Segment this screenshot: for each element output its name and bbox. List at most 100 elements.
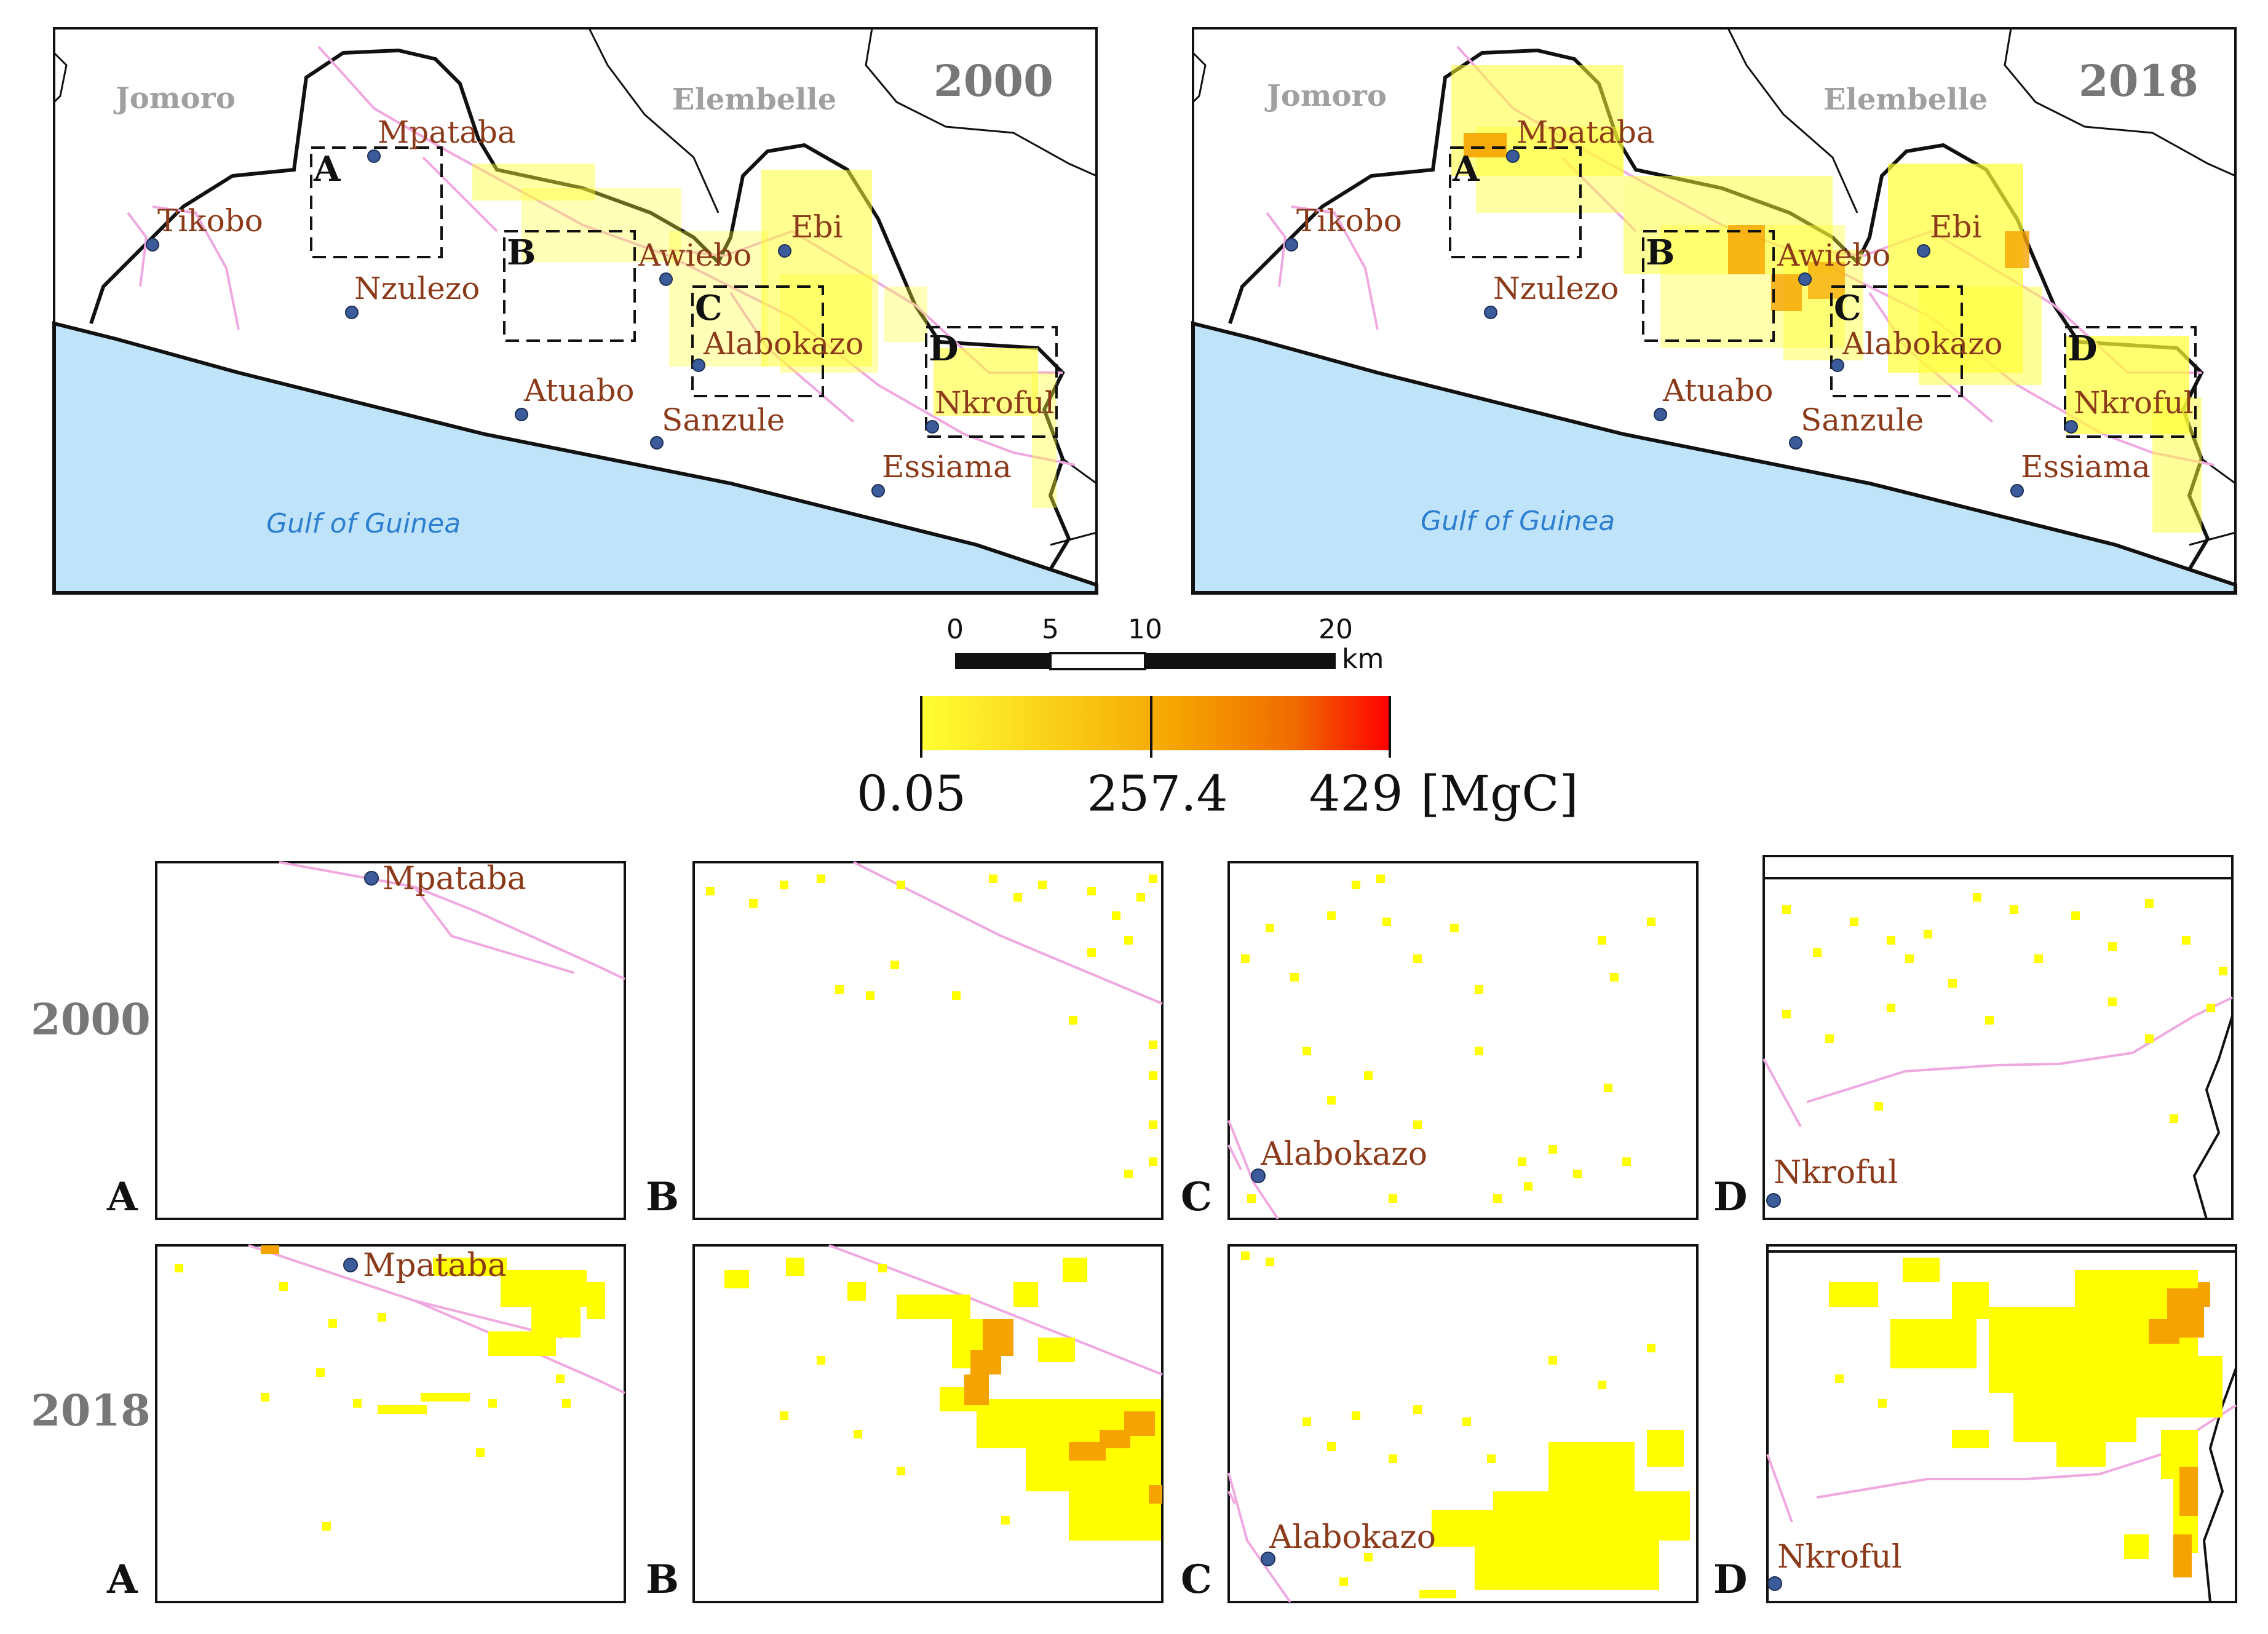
place-label: Nkroful [2074,385,2194,421]
coast-boundary [1767,1250,2237,1603]
district-boundary [1192,28,2236,546]
map-2018: A B C D Tikobo Mpataba Nzulezo Awiebo Eb… [1191,27,2237,595]
box-c [1830,285,1963,397]
zoom-place-label: Mpataba [383,860,526,897]
scale-segment [1145,653,1336,669]
scale-tick-label: 10 [1128,614,1162,645]
box-b [503,230,636,342]
scale-unit: km [1342,643,1384,675]
panel-label: C [1181,1174,1212,1220]
place-dot [1766,1193,1781,1208]
zoom-panel-d-2018: Nkroful [1766,1244,2237,1603]
carbon-pixels [175,1258,605,1531]
carbon-pixels-high [964,1319,1162,1504]
district-label: Jomoro [113,81,236,116]
district-label: Elembelle [1823,82,1988,117]
place-label: Mpataba [1517,114,1655,150]
scale-segment [1049,652,1146,670]
panel-label: A [106,1557,138,1603]
box-label: D [929,328,959,369]
panel-frame [1762,855,2234,1220]
box-label: A [313,149,341,189]
place-dots [1285,149,2078,498]
zoom-panel-a-2018: Mpataba [155,1244,626,1603]
legend-mid: 257.4 [1087,765,1227,822]
zoom-panel-d-2000: Nkroful [1762,855,2234,1220]
box-label: B [1646,232,1675,273]
scale-tick-label: 20 [1318,614,1353,645]
carbon-pixels-high [261,1245,279,1254]
panel-label: D [1713,1174,1748,1220]
box-a [310,146,443,258]
box-label: D [2068,328,2098,369]
sea-area [52,321,1098,595]
place-label: Nzulezo [1493,271,1619,306]
roads [1762,996,2233,1127]
place-label: Awiebo [638,237,751,273]
place-label: Tikobo [1296,203,1402,239]
place-dot [343,1258,358,1272]
sea-label: Gulf of Guinea [1421,506,1615,537]
place-label: Ebi [791,209,843,245]
zoom-place-label: Mpataba [363,1247,507,1284]
carbon-pixels [1782,893,2227,1123]
place-label: Essiama [882,449,1012,485]
district-boundary [53,28,1097,546]
place-label: Awiebo [1777,237,1890,273]
roads [1266,46,2214,466]
zoom-place-label: Alabokazo [1269,1519,1436,1556]
panel-frame [692,861,1164,1220]
sea-area [1191,321,2237,595]
carbon-pixels [706,875,1157,1178]
box-label: A [1452,149,1480,189]
place-dot [1261,1552,1275,1566]
panel-label: D [1713,1557,1748,1603]
carbon-pixels [1451,65,2202,533]
row-label-2018: 2018 [31,1385,151,1436]
study-boxes [310,146,1058,438]
study-area-boundary [1228,48,2210,571]
box-b [1642,230,1775,342]
panel-frame [155,861,626,1220]
panel-label: B [646,1174,679,1220]
zoom-panel-b-2000 [692,861,1164,1220]
place-dot [1251,1168,1266,1183]
panel-frame [1227,861,1699,1220]
box-d [925,326,1058,438]
map-2000: A B C D Tikobo Mpataba Nzulezo Awiebo Eb… [52,27,1098,595]
sea-label: Gulf of Guinea [266,508,461,539]
scale-tick-label: 5 [1042,614,1059,645]
carbon-pixels [1241,1251,1690,1598]
zoom-place-label: Nkroful [1774,1154,1898,1191]
coast-boundary [1764,877,2234,1220]
zoom-panel-c-2018: Alabokazo [1227,1244,1699,1603]
place-label: Alabokazo [703,326,864,362]
place-label: Essiama [2021,449,2151,485]
roads [1227,1472,1291,1603]
legend-min: 0.05 [857,765,966,822]
box-d [2064,326,2197,438]
district-label: Elembelle [672,82,836,117]
place-label: Sanzule [662,402,785,438]
place-label: Atuabo [1662,373,1773,408]
place-label: Ebi [1930,209,1982,245]
scale-tick-label: 0 [946,614,964,645]
scale-segment [955,653,1050,669]
place-label: Atuabo [523,373,634,408]
place-label: Sanzule [1801,402,1924,438]
box-label: B [507,232,536,273]
place-dot [1767,1576,1782,1591]
legend-unit: [MgC] [1421,765,1579,822]
scale-bar: 0 5 10 20 km [946,614,1384,675]
carbon-pixels-high [2149,1282,2210,1577]
panel-label: B [646,1557,679,1603]
panel-label: C [1181,1557,1212,1603]
legend-gradient [921,696,1390,750]
row-label-2000: 2000 [31,994,151,1045]
place-dot [364,871,379,886]
zoom-panel-a-2000: Mpataba [155,860,626,1220]
place-label: Nzulezo [354,271,480,306]
place-label: Tikobo [157,203,263,239]
carbon-pixels [1241,875,1655,1203]
